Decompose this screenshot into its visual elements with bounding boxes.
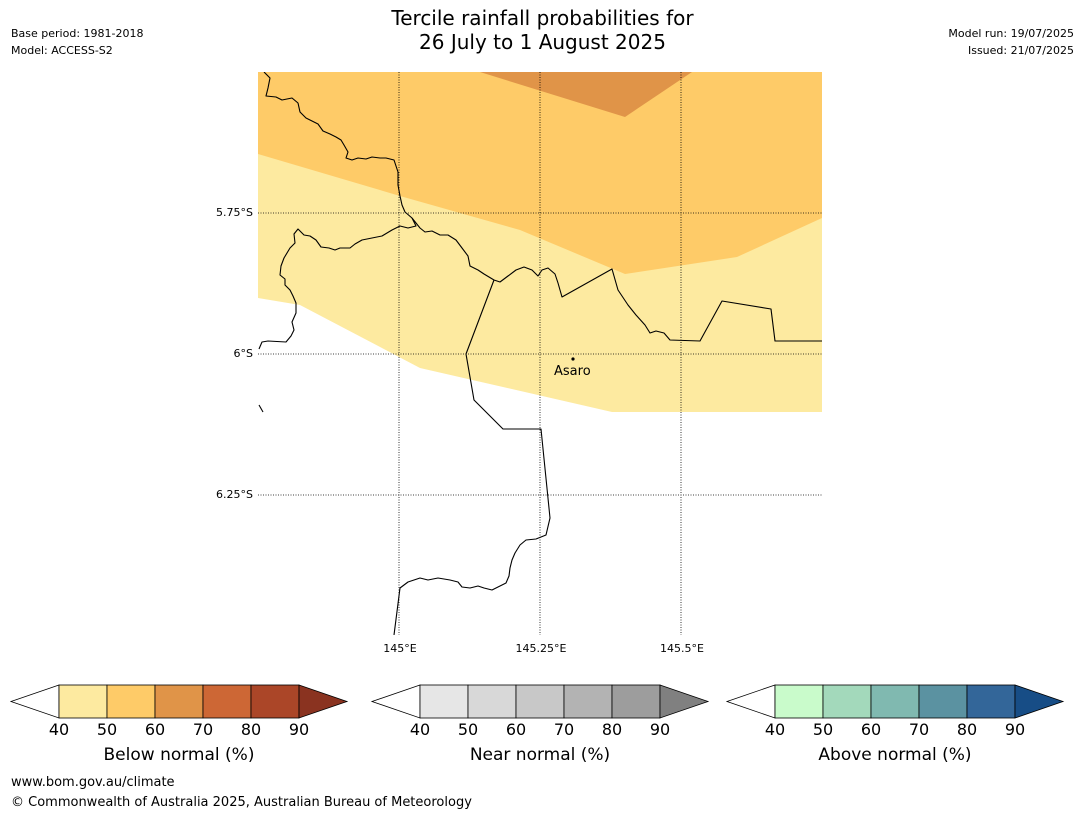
graticule bbox=[258, 72, 822, 635]
above-swatch-2 bbox=[822, 684, 872, 719]
near-swatch-3 bbox=[515, 684, 565, 719]
above-low-arrow bbox=[725, 684, 776, 719]
shading-60-70 bbox=[480, 72, 692, 117]
place-label-asaro: Asaro bbox=[554, 364, 591, 379]
footer-url[interactable]: www.bom.gov.au/climate bbox=[11, 775, 175, 790]
near-tick-80: 80 bbox=[601, 720, 623, 739]
model-run-info: Model run: 19/07/2025 Issued: 21/07/2025 bbox=[948, 25, 1074, 59]
above-high-arrow bbox=[1014, 684, 1065, 719]
below-tick-60: 60 bbox=[144, 720, 166, 739]
below-normal-label: Below normal (%) bbox=[103, 745, 255, 765]
province-borders bbox=[258, 72, 822, 635]
lat-label-6-25: 6.25°S bbox=[216, 488, 253, 501]
near-swatch-2 bbox=[467, 684, 517, 719]
above-swatch-1 bbox=[774, 684, 824, 719]
below-tick-70: 70 bbox=[192, 720, 214, 739]
below-swatch-3 bbox=[154, 684, 204, 719]
lon-label-145-25: 145.25°E bbox=[515, 642, 567, 655]
above-swatch-3 bbox=[870, 684, 920, 719]
border-line-east bbox=[411, 217, 822, 342]
near-colorbar bbox=[370, 684, 710, 719]
below-tick-50: 50 bbox=[96, 720, 118, 739]
title-line-1: Tercile rainfall probabilities for bbox=[391, 6, 694, 30]
below-tick-80: 80 bbox=[240, 720, 262, 739]
model-run-text: Model run: 19/07/2025 bbox=[948, 27, 1074, 40]
above-colorbar bbox=[725, 684, 1065, 719]
near-tick-60: 60 bbox=[505, 720, 527, 739]
lon-label-145: 145°E bbox=[383, 642, 417, 655]
near-tick-90: 90 bbox=[649, 720, 671, 739]
above-tick-80: 80 bbox=[956, 720, 978, 739]
above-tick-40: 40 bbox=[764, 720, 786, 739]
above-tick-90: 90 bbox=[1004, 720, 1026, 739]
below-swatch-1 bbox=[58, 684, 108, 719]
above-swatch-5 bbox=[966, 684, 1016, 719]
below-swatch-4 bbox=[202, 684, 252, 719]
chart-title: Tercile rainfall probabilities for 26 Ju… bbox=[0, 6, 1085, 54]
above-tick-70: 70 bbox=[908, 720, 930, 739]
lat-label-5-75: 5.75°S bbox=[216, 206, 253, 219]
near-swatch-4 bbox=[563, 684, 613, 719]
footer-copyright: © Commonwealth of Australia 2025, Austra… bbox=[11, 795, 472, 810]
above-normal-label: Above normal (%) bbox=[818, 745, 972, 765]
below-low-arrow bbox=[9, 684, 60, 719]
base-period-info: Base period: 1981-2018 Model: ACCESS-S2 bbox=[11, 25, 143, 59]
near-normal-label: Near normal (%) bbox=[469, 745, 611, 765]
title-line-2: 26 July to 1 August 2025 bbox=[419, 30, 666, 54]
near-tick-50: 50 bbox=[457, 720, 479, 739]
issued-text: Issued: 21/07/2025 bbox=[967, 44, 1074, 57]
near-tick-70: 70 bbox=[553, 720, 575, 739]
below-colorbar bbox=[9, 684, 349, 719]
model-text: Model: ACCESS-S2 bbox=[11, 44, 113, 57]
near-tick-40: 40 bbox=[409, 720, 431, 739]
below-tick-40: 40 bbox=[48, 720, 70, 739]
near-swatch-1 bbox=[419, 684, 469, 719]
above-tick-50: 50 bbox=[812, 720, 834, 739]
near-high-arrow bbox=[659, 684, 710, 719]
lon-label-145-5: 145.5°E bbox=[660, 642, 704, 655]
border-fragment bbox=[258, 404, 264, 413]
above-swatch-4 bbox=[918, 684, 968, 719]
lat-label-6: 6°S bbox=[233, 347, 253, 360]
near-swatch-5 bbox=[611, 684, 661, 719]
border-line-north bbox=[258, 72, 417, 350]
above-tick-60: 60 bbox=[860, 720, 882, 739]
below-swatch-2 bbox=[106, 684, 156, 719]
below-swatch-5 bbox=[250, 684, 300, 719]
below-tick-90: 90 bbox=[288, 720, 310, 739]
base-period-text: Base period: 1981-2018 bbox=[11, 27, 144, 40]
near-low-arrow bbox=[370, 684, 421, 719]
below-high-arrow bbox=[298, 684, 349, 719]
border-line-south bbox=[393, 279, 551, 635]
asaro-marker bbox=[571, 357, 575, 361]
